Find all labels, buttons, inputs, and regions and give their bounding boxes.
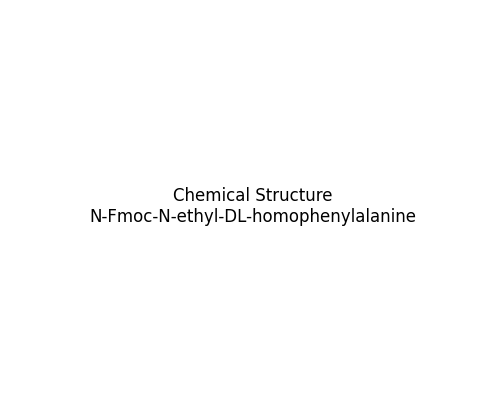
Text: Chemical Structure
N-Fmoc-N-ethyl-DL-homophenylalanine: Chemical Structure N-Fmoc-N-ethyl-DL-hom… [90,187,416,226]
